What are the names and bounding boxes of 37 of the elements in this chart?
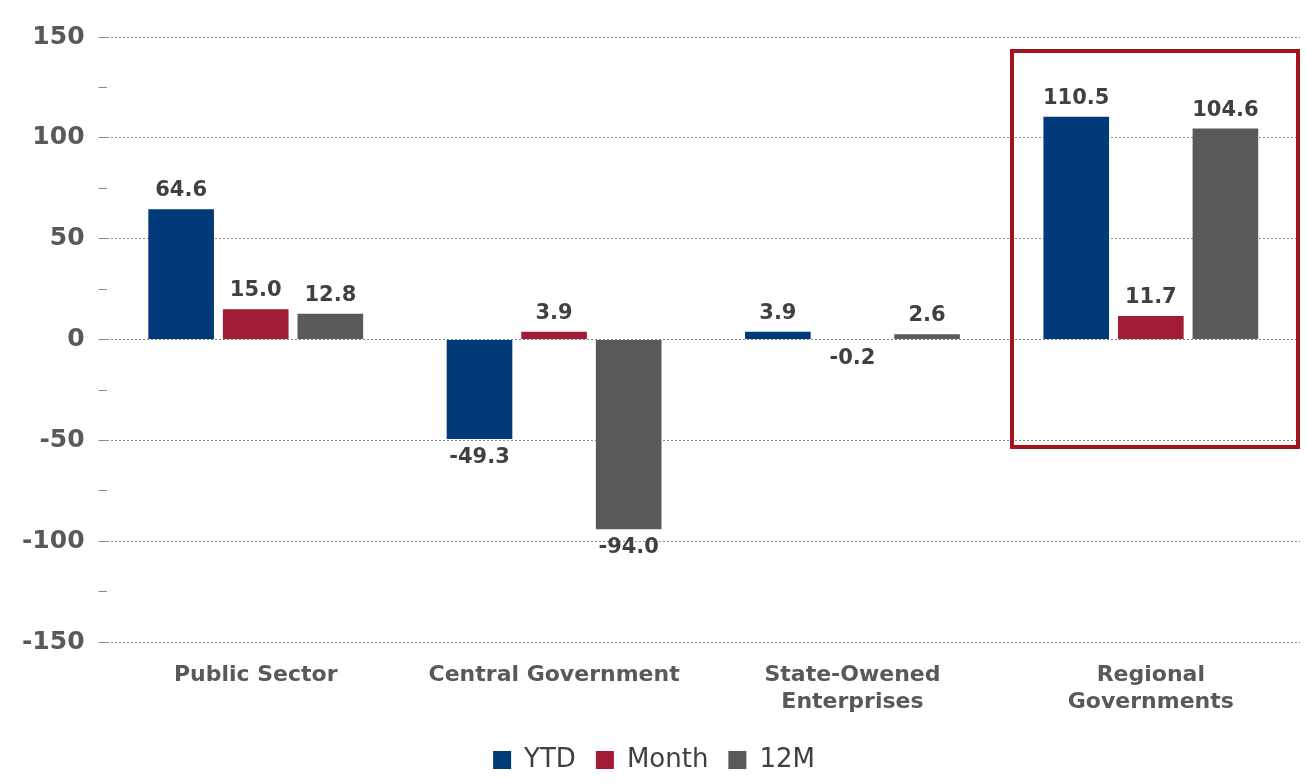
y-tick-label: 100 [32,121,85,151]
data-label: 64.6 [155,177,208,202]
legend-label: YTD [523,742,576,773]
bar [745,331,811,340]
x-tick-label: State-Owened Enterprises [764,661,941,713]
bar [1043,116,1110,340]
data-label: -0.2 [829,344,876,369]
bar [595,340,662,530]
data-label: 11.7 [1124,283,1177,308]
bar [446,340,513,440]
bar [1192,128,1259,340]
y-tick-label: -50 [39,423,85,453]
x-tick-label: Regional Governments [1067,661,1234,713]
data-label: -94.0 [598,534,659,559]
y-tick-label: 50 [49,222,85,252]
y-tick-label: -100 [22,524,85,554]
data-label: 104.6 [1192,96,1259,121]
bar [521,331,587,340]
x-tick-label: Central Government [428,661,681,687]
data-label: 15.0 [229,277,282,302]
y-tick-label: -150 [22,625,85,655]
bar [222,309,289,340]
legend-label: Month [626,742,709,773]
x-tick-label: Public Sector [173,661,338,687]
y-tick-label: 150 [32,20,85,50]
bar [297,313,364,340]
y-tick-label: 0 [67,323,85,353]
legend-label: 12M [759,742,815,773]
data-label: 3.9 [535,299,573,324]
data-label: 2.6 [908,302,946,327]
data-label: 3.9 [759,299,797,324]
data-label: 110.5 [1043,84,1110,109]
bar [1118,316,1184,340]
bar [148,209,214,340]
data-label: 12.8 [304,281,357,306]
data-label: -49.3 [449,444,510,469]
bar [894,334,960,340]
